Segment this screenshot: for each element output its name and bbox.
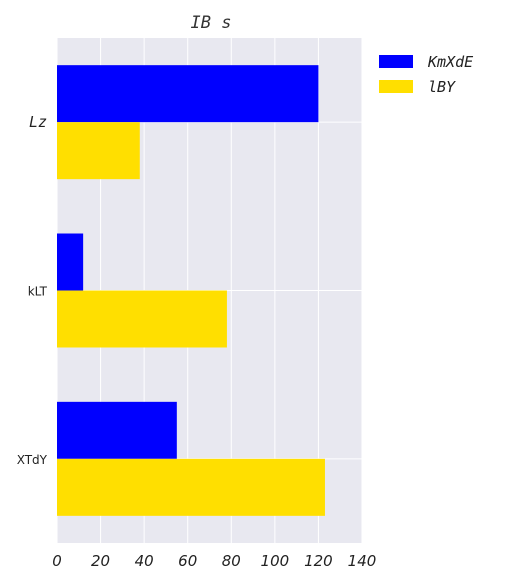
x-tick-label: 60	[178, 552, 197, 570]
bars	[57, 65, 325, 516]
legend-swatch	[379, 80, 413, 93]
bar-lBY-Lz	[57, 122, 140, 180]
x-tick-label: 80	[222, 552, 241, 570]
x-tick-label: 40	[135, 552, 154, 570]
legend: KmXdE lBY	[379, 53, 473, 96]
y-tick-label: kLT	[28, 285, 48, 299]
x-tick-label: 140	[348, 552, 377, 570]
bar-lBY-kLT	[57, 290, 227, 348]
x-tick-labels: 0 20 40 60 80 100 120 140	[52, 552, 376, 570]
bar-lBY-XTdY	[57, 458, 325, 516]
bar-KmXdE-Lz	[57, 65, 319, 123]
legend-label: KmXdE	[427, 53, 473, 71]
x-tick-label: 20	[91, 552, 110, 570]
legend-swatch	[379, 55, 413, 68]
x-tick-label: 100	[261, 552, 290, 570]
chart-title: IB s	[191, 13, 232, 33]
y-tick-labels: Lz kLT XTdY	[17, 113, 48, 467]
x-tick-label: 120	[304, 552, 333, 570]
bar-KmXdE-kLT	[57, 233, 84, 291]
legend-label: lBY	[428, 78, 456, 96]
bar-KmXdE-XTdY	[57, 401, 177, 459]
y-tick-label: XTdY	[17, 453, 48, 467]
y-tick-label: Lz	[29, 113, 47, 131]
x-tick-label: 0	[52, 552, 62, 570]
